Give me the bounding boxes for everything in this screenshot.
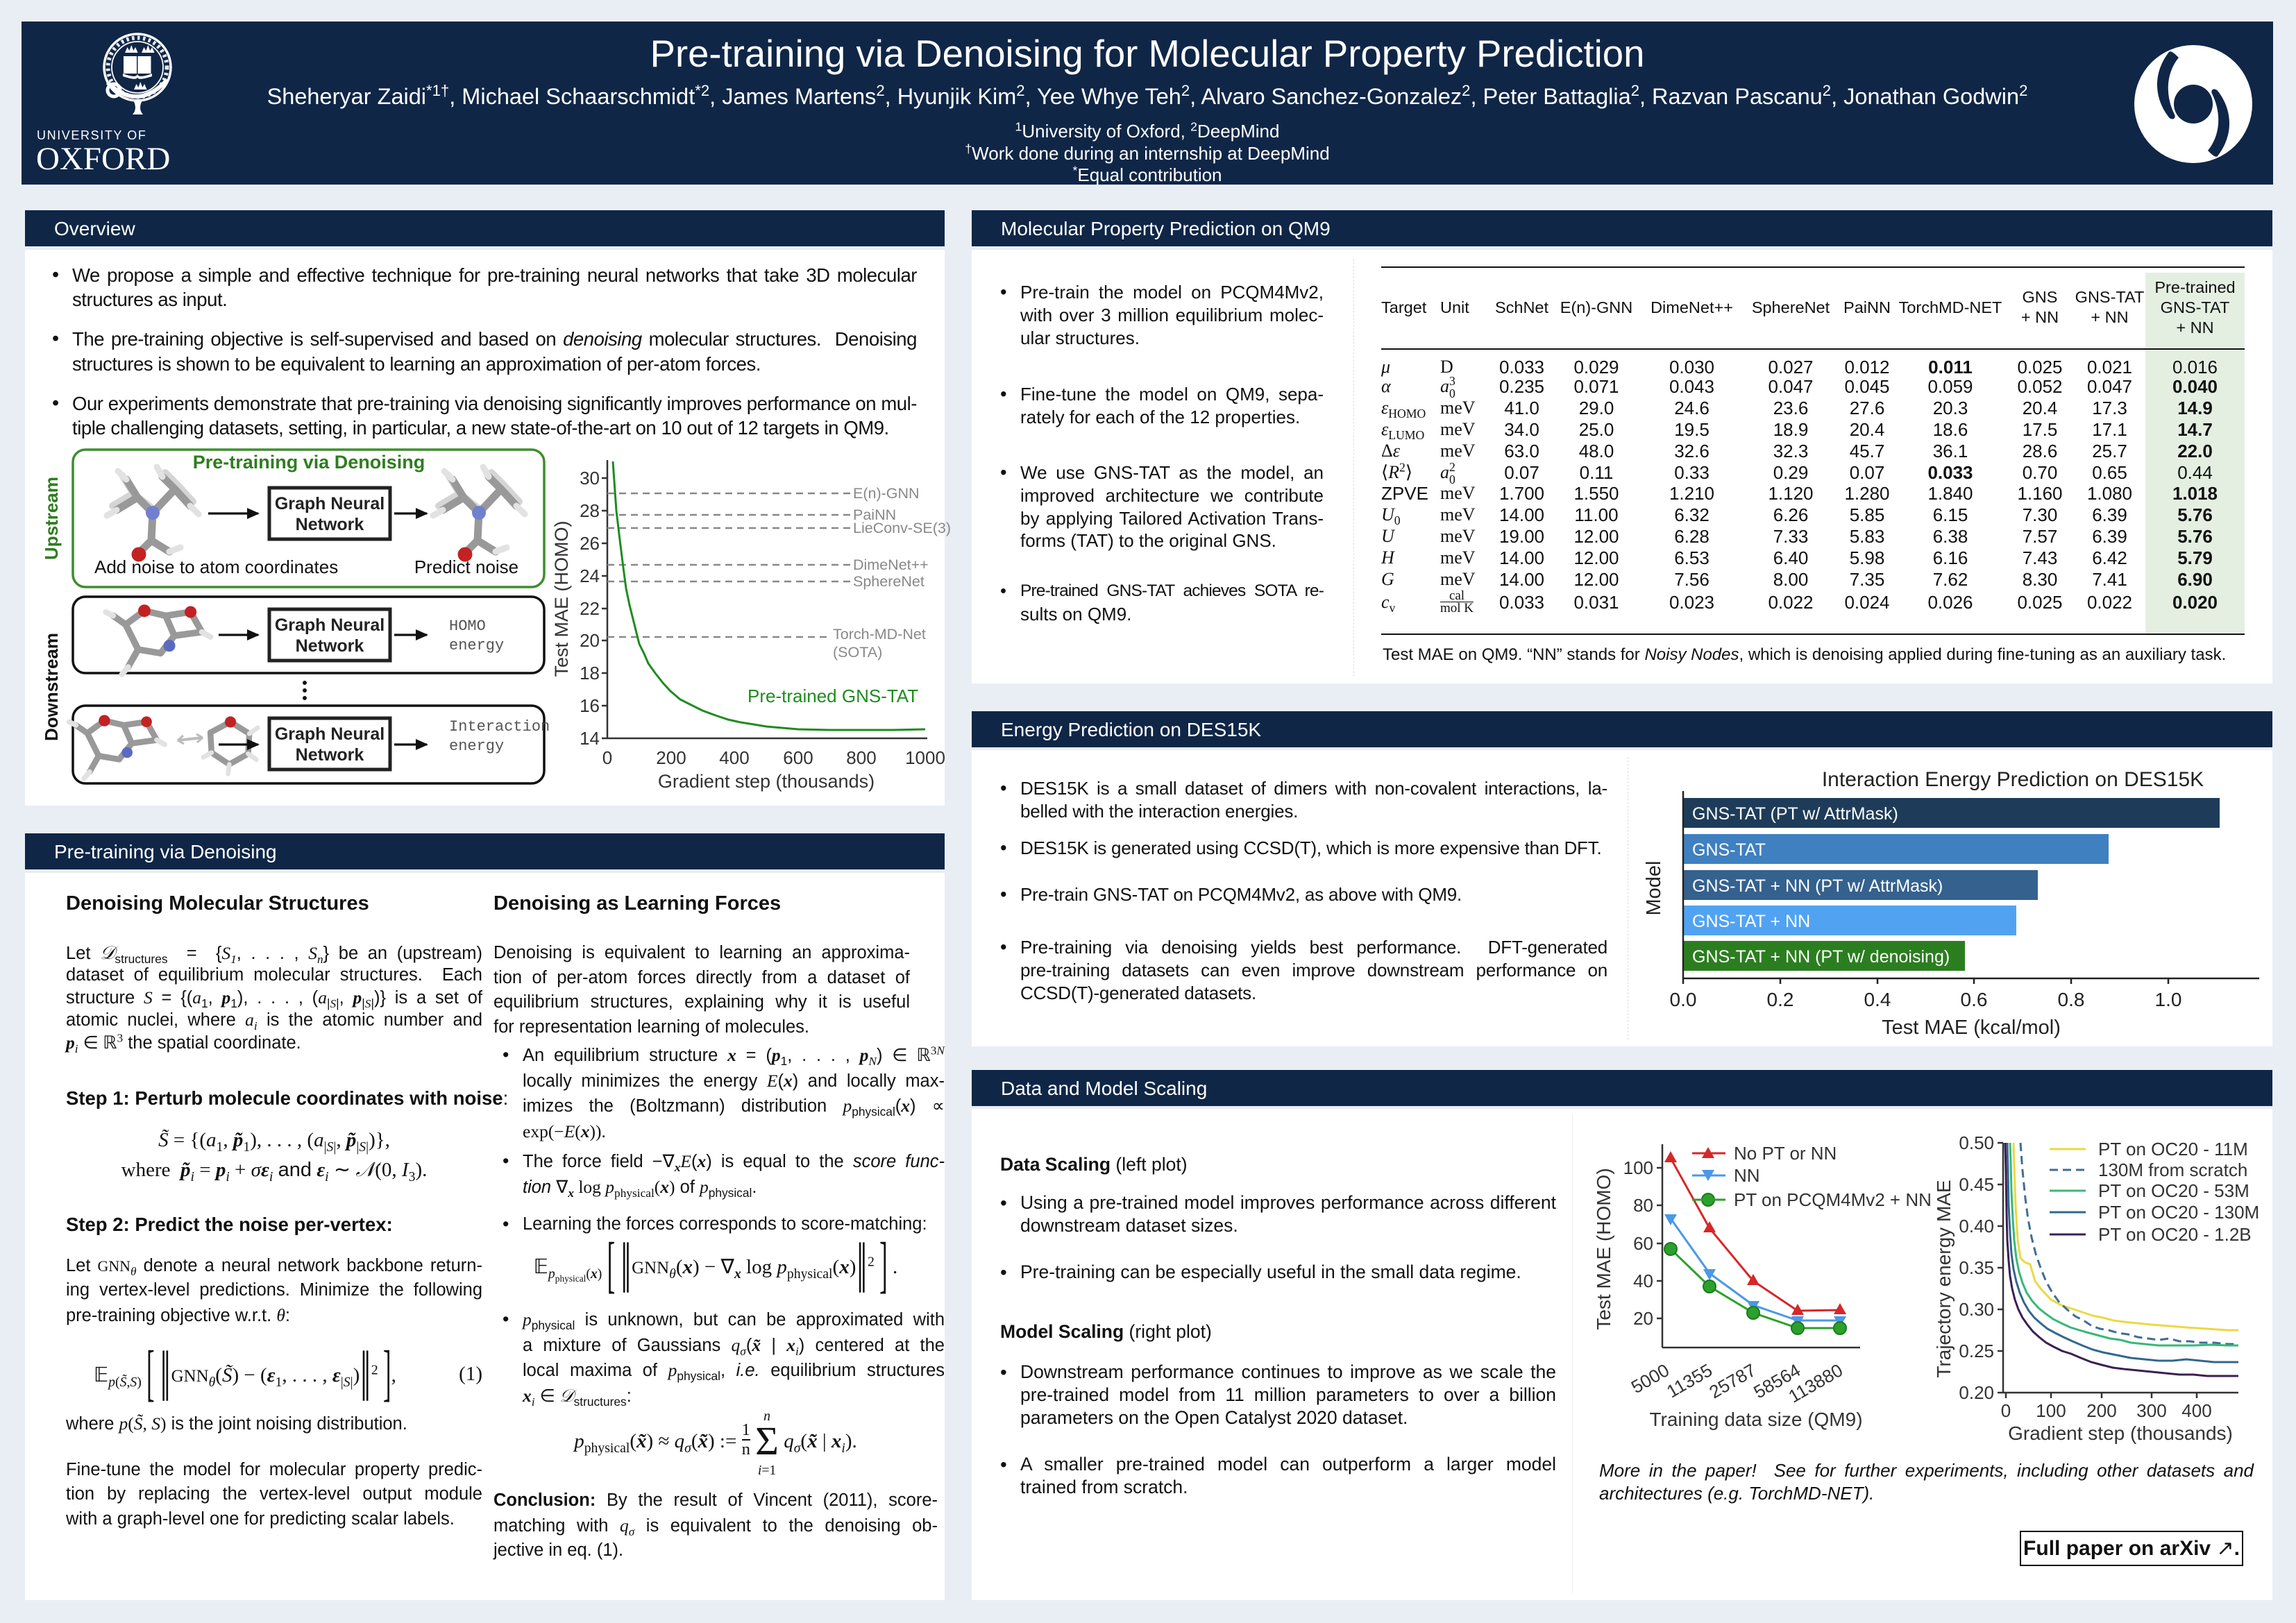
svg-text:400: 400 xyxy=(2181,1400,2211,1421)
svg-text:0.50: 0.50 xyxy=(1959,1132,1994,1153)
svg-text:1.0: 1.0 xyxy=(2155,989,2182,1010)
svg-text:energy: energy xyxy=(449,738,504,755)
svg-text:40: 40 xyxy=(1633,1271,1653,1291)
svg-text:NN: NN xyxy=(1734,1165,1760,1186)
svg-text:16: 16 xyxy=(580,695,600,716)
svg-text:0: 0 xyxy=(2001,1400,2011,1421)
svg-text:Gradient step (thousands): Gradient step (thousands) xyxy=(658,771,875,792)
svg-text:100: 100 xyxy=(1623,1157,1653,1178)
svg-text:14: 14 xyxy=(580,728,600,749)
svg-text:Torch-MD-Net: Torch-MD-Net xyxy=(833,626,926,643)
svg-text:PaiNN: PaiNN xyxy=(853,507,896,523)
svg-text:energy: energy xyxy=(449,637,504,654)
svg-text:24: 24 xyxy=(580,566,600,586)
svg-text:18: 18 xyxy=(580,663,600,683)
svg-text:Graph Neural: Graph Neural xyxy=(275,724,385,744)
svg-text:Predict noise: Predict noise xyxy=(414,556,518,577)
svg-text:No PT or NN: No PT or NN xyxy=(1734,1143,1837,1164)
svg-text:0.20: 0.20 xyxy=(1959,1382,1994,1403)
svg-text:GNS-TAT + NN (PT w/ AttrMask): GNS-TAT + NN (PT w/ AttrMask) xyxy=(1692,876,1943,896)
svg-text:Upstream: Upstream xyxy=(42,477,62,560)
svg-text:0.6: 0.6 xyxy=(1961,989,1988,1010)
svg-text:PT on OC20 - 1.2B: PT on OC20 - 1.2B xyxy=(2098,1224,2252,1245)
svg-text:25787: 25787 xyxy=(1705,1359,1759,1402)
svg-text:80: 80 xyxy=(1633,1195,1653,1216)
svg-text:800: 800 xyxy=(846,747,876,768)
svg-text:0.0: 0.0 xyxy=(1670,989,1697,1010)
svg-text:UNIVERSITY OF: UNIVERSITY OF xyxy=(37,128,147,142)
svg-text:0.30: 0.30 xyxy=(1959,1299,1994,1320)
svg-text:Graph Neural: Graph Neural xyxy=(275,615,385,635)
svg-text:Gradient step (thousands): Gradient step (thousands) xyxy=(2008,1422,2233,1444)
svg-text:300: 300 xyxy=(2136,1400,2166,1421)
svg-text:Test MAE (HOMO): Test MAE (HOMO) xyxy=(551,520,572,677)
svg-text:Interaction: Interaction xyxy=(449,718,550,736)
svg-text:Pre-trained GNS-TAT: Pre-trained GNS-TAT xyxy=(748,686,918,706)
svg-text:130M from scratch: 130M from scratch xyxy=(2098,1159,2247,1180)
svg-text:20: 20 xyxy=(580,630,600,651)
svg-text:600: 600 xyxy=(783,747,813,768)
svg-text:0.35: 0.35 xyxy=(1959,1257,1994,1278)
svg-text:PT on OC20 - 11M: PT on OC20 - 11M xyxy=(2098,1139,2248,1159)
svg-text:0.2: 0.2 xyxy=(1767,989,1794,1010)
svg-text:0.25: 0.25 xyxy=(1959,1341,1994,1361)
svg-text:Network: Network xyxy=(296,745,364,765)
svg-text:200: 200 xyxy=(2086,1400,2116,1421)
svg-text:Network: Network xyxy=(296,515,364,534)
svg-text:26: 26 xyxy=(580,533,600,554)
svg-text:22: 22 xyxy=(580,598,600,619)
svg-text:100: 100 xyxy=(2036,1400,2066,1421)
svg-text:Interaction Energy Prediction: Interaction Energy Prediction on DES15K xyxy=(1822,768,2204,791)
svg-text:28: 28 xyxy=(580,500,600,521)
svg-text:11355: 11355 xyxy=(1663,1359,1716,1402)
svg-text:Add noise to atom coordinates: Add noise to atom coordinates xyxy=(94,556,338,577)
svg-text:OXFORD: OXFORD xyxy=(36,141,170,177)
svg-text:Graph Neural: Graph Neural xyxy=(275,494,385,513)
svg-text:DimeNet++: DimeNet++ xyxy=(853,556,929,573)
svg-text:Test MAE (kcal/mol): Test MAE (kcal/mol) xyxy=(1882,1017,2061,1039)
svg-text:GNS-TAT + NN (PT w/ denoising): GNS-TAT + NN (PT w/ denoising) xyxy=(1692,947,1950,967)
svg-text:20: 20 xyxy=(1633,1308,1653,1329)
svg-text:200: 200 xyxy=(656,747,686,768)
svg-text:1000: 1000 xyxy=(905,747,945,768)
svg-text:0: 0 xyxy=(602,747,612,768)
svg-text:PT on OC20 - 53M: PT on OC20 - 53M xyxy=(2098,1180,2249,1201)
svg-text:5000: 5000 xyxy=(1628,1359,1673,1397)
svg-text:Test MAE (HOMO): Test MAE (HOMO) xyxy=(1593,1168,1614,1329)
svg-text:Pre-training via Denoising: Pre-training via Denoising xyxy=(193,452,425,473)
svg-text:HOMO: HOMO xyxy=(449,618,486,635)
svg-text:(SOTA): (SOTA) xyxy=(833,644,882,661)
svg-text:0.40: 0.40 xyxy=(1959,1216,1994,1237)
svg-text:Downstream: Downstream xyxy=(42,633,62,741)
svg-text:400: 400 xyxy=(719,747,749,768)
svg-text:0.4: 0.4 xyxy=(1864,989,1891,1010)
svg-text:GNS-TAT (PT w/ AttrMask): GNS-TAT (PT w/ AttrMask) xyxy=(1692,804,1898,824)
svg-text:LieConv-SE(3): LieConv-SE(3) xyxy=(853,520,951,536)
svg-text:0.8: 0.8 xyxy=(2058,989,2085,1010)
svg-text:0.45: 0.45 xyxy=(1959,1174,1994,1195)
svg-text:E(n)-GNN: E(n)-GNN xyxy=(853,485,920,502)
svg-text:30: 30 xyxy=(580,468,600,488)
svg-text:PT on PCQM4Mv2 + NN: PT on PCQM4Mv2 + NN xyxy=(1734,1189,1932,1210)
svg-text:Model: Model xyxy=(1643,861,1665,916)
svg-text:PT on OC20 - 130M: PT on OC20 - 130M xyxy=(2098,1202,2259,1223)
svg-text:SphereNet: SphereNet xyxy=(853,573,925,590)
svg-text:Network: Network xyxy=(296,636,364,656)
svg-text:Trajectory energy MAE: Trajectory energy MAE xyxy=(1933,1180,1955,1377)
svg-text:GNS-TAT: GNS-TAT xyxy=(1692,840,1766,860)
svg-text:Training data size (QM9): Training data size (QM9) xyxy=(1649,1409,1862,1430)
svg-text:60: 60 xyxy=(1633,1233,1653,1254)
svg-text:GNS-TAT + NN: GNS-TAT + NN xyxy=(1692,912,1810,931)
